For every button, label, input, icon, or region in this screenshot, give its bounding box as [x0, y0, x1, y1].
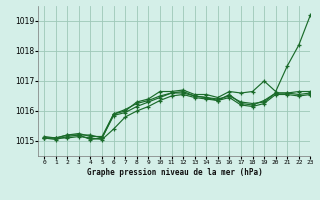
X-axis label: Graphe pression niveau de la mer (hPa): Graphe pression niveau de la mer (hPa) [86, 168, 262, 177]
